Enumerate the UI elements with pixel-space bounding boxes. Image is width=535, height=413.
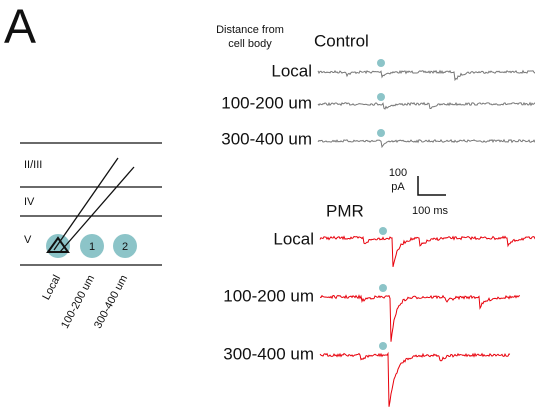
row-label: Local (273, 229, 314, 248)
layer-label: IV (24, 196, 35, 208)
distance-header: Distance from (216, 24, 284, 36)
trace (319, 351, 511, 407)
scale-label: 100 ms (412, 205, 449, 217)
row-label: 100-200 um (221, 93, 312, 112)
trace (317, 101, 535, 110)
stimulus-marker (377, 129, 385, 137)
site (80, 234, 104, 258)
panel-label: A (4, 1, 36, 54)
row-label: 300-400 um (221, 129, 312, 148)
trace (319, 294, 521, 342)
site (113, 234, 137, 258)
layer-label: II/III (24, 159, 42, 171)
stimulus-marker (377, 59, 385, 67)
row-label: 300-400 um (223, 344, 314, 363)
electrode (53, 157, 119, 251)
stimulus-marker (379, 227, 387, 235)
site-number: 1 (89, 241, 95, 253)
pmr-title: PMR (326, 201, 364, 220)
stimulus-marker (379, 284, 387, 292)
distance-header: cell body (228, 38, 272, 50)
trace (317, 69, 535, 82)
electrode (59, 166, 135, 253)
site-label: 100-200 um (59, 273, 97, 330)
site-label: Local (40, 273, 63, 302)
row-label: 100-200 um (223, 286, 314, 305)
stimulus-marker (377, 93, 385, 101)
layer-label: V (24, 234, 32, 246)
row-label: Local (271, 61, 312, 80)
scale-label: 100 (389, 167, 407, 179)
scale-label: pA (391, 181, 405, 193)
neuron (46, 236, 70, 253)
stimulus-marker (379, 342, 387, 350)
scale-bar (417, 176, 446, 196)
trace (317, 138, 535, 149)
trace (319, 235, 535, 268)
control-title: Control (314, 31, 369, 50)
site-number: 2 (122, 241, 128, 253)
site-label: 300-400 um (92, 273, 130, 330)
